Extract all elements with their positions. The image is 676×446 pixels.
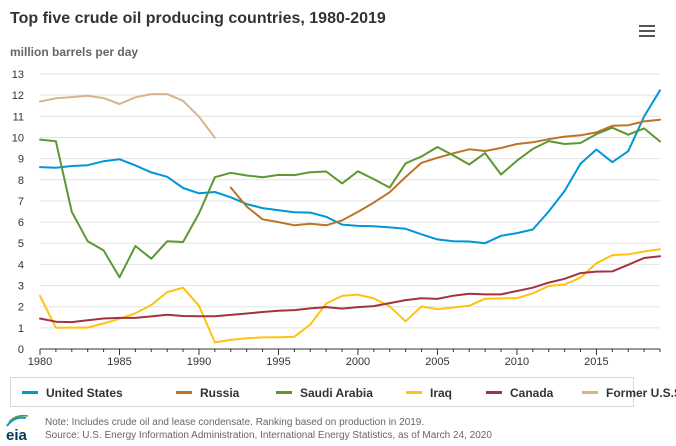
chart-source: Source: U.S. Energy Information Administ… bbox=[45, 430, 492, 441]
chart-note: Note: Includes crude oil and lease conde… bbox=[45, 417, 425, 428]
grid-lines bbox=[40, 73, 660, 329]
menu-icon-bar bbox=[639, 25, 655, 27]
legend-item-iraq[interactable]: Iraq bbox=[406, 386, 452, 400]
legend-swatch bbox=[406, 391, 422, 395]
legend-label: Former U.S.S.R. bbox=[606, 386, 676, 400]
legend-item-canada[interactable]: Canada bbox=[486, 386, 553, 400]
y-tick-label: 3 bbox=[18, 281, 24, 293]
legend-swatch bbox=[176, 391, 192, 395]
series-line-united-states bbox=[39, 89, 661, 245]
y-tick-label: 13 bbox=[12, 69, 24, 81]
series-lines bbox=[39, 89, 661, 344]
menu-icon-bar bbox=[639, 35, 655, 37]
y-tick-label: 12 bbox=[12, 90, 24, 102]
series-line-canada bbox=[39, 255, 661, 324]
y-tick-label: 1 bbox=[18, 323, 24, 335]
series-line-former-u-s-s-r bbox=[39, 93, 216, 139]
y-tick-label: 5 bbox=[18, 238, 24, 250]
y-tick-label: 11 bbox=[13, 111, 24, 123]
x-tick-label: 1995 bbox=[266, 356, 290, 368]
x-tick-label: 1985 bbox=[107, 356, 131, 368]
x-tick-label: 2010 bbox=[505, 356, 529, 368]
legend-label: Canada bbox=[510, 386, 554, 400]
hamburger-menu-icon[interactable] bbox=[639, 25, 655, 37]
x-tick-label: 1990 bbox=[187, 356, 211, 368]
legend-item-russia[interactable]: Russia bbox=[176, 386, 239, 400]
legend-swatch bbox=[486, 391, 502, 395]
legend-label: Saudi Arabia bbox=[300, 386, 373, 400]
legend-swatch bbox=[22, 391, 38, 395]
series-line-saudi-arabia bbox=[39, 126, 661, 279]
menu-icon-bar bbox=[639, 30, 655, 32]
legend-item-united-states[interactable]: United States bbox=[22, 386, 123, 400]
legend-swatch bbox=[582, 391, 598, 395]
legend: United States Russia Saudi Arabia Iraq C… bbox=[10, 377, 676, 407]
legend-label: Russia bbox=[200, 386, 240, 400]
x-axis: 1980 1985 1990 1995 2000 2005 2010 2015 bbox=[28, 348, 661, 368]
series-line-iraq bbox=[39, 248, 661, 344]
y-tick-label: 7 bbox=[18, 196, 24, 208]
y-tick-label: 6 bbox=[18, 217, 24, 229]
y-tick-label: 9 bbox=[18, 154, 24, 166]
legend-label: United States bbox=[46, 386, 123, 400]
legend-swatch bbox=[276, 391, 292, 395]
eia-logo: eia bbox=[6, 414, 29, 442]
x-tick-label: 1980 bbox=[28, 356, 52, 368]
y-tick-label: 10 bbox=[12, 132, 24, 144]
legend-item-former-ussr[interactable]: Former U.S.S.R. bbox=[582, 386, 676, 400]
series-line-russia bbox=[229, 118, 661, 227]
y-tick-label: 8 bbox=[18, 175, 24, 187]
chart-title: Top five crude oil producing countries, … bbox=[10, 10, 386, 27]
eia-logo-text: eia bbox=[6, 427, 28, 442]
x-tick-label: 2000 bbox=[346, 356, 370, 368]
y-tick-label: 2 bbox=[18, 302, 24, 314]
y-tick-label: 0 bbox=[18, 344, 24, 356]
legend-label: Iraq bbox=[430, 386, 453, 400]
legend-item-saudi-arabia[interactable]: Saudi Arabia bbox=[276, 386, 373, 400]
y-tick-label: 4 bbox=[18, 259, 24, 271]
x-tick-label: 2015 bbox=[584, 356, 608, 368]
y-axis-unit-label: million barrels per day bbox=[10, 45, 139, 59]
x-tick-label: 2005 bbox=[425, 356, 449, 368]
